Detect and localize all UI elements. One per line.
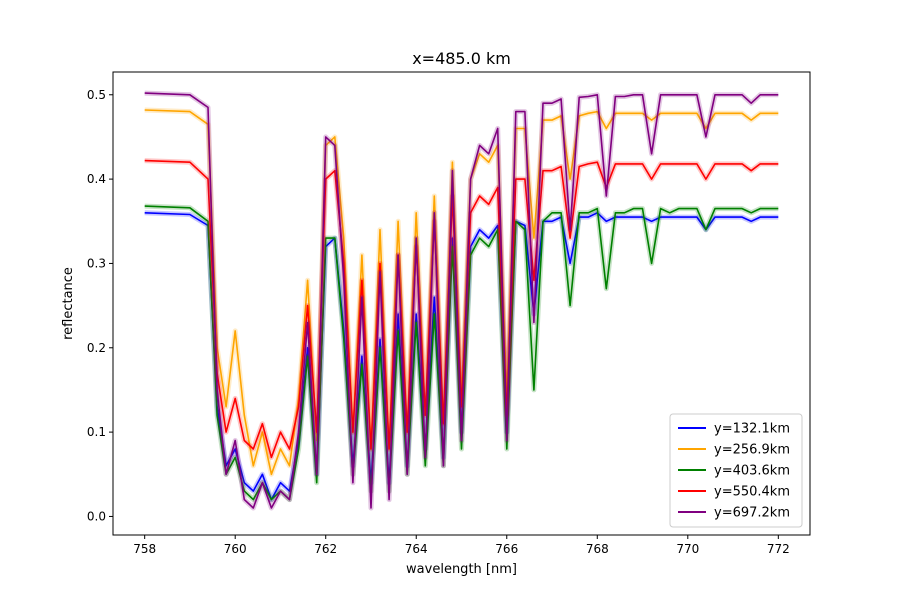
x-tick-label: 760 — [224, 542, 247, 556]
series-line-1 — [144, 212, 779, 501]
legend-box — [669, 413, 803, 528]
legend-label: y=132.1km — [714, 422, 790, 437]
axes: 758 760 762 764 766 768 770 772 0.0 0.1 0.2 0.3 0.4 0… — [87, 71, 811, 556]
series-line-5 — [144, 92, 779, 509]
y-tick-label: 0.4 — [87, 172, 106, 186]
legend-label: y=256.9km — [714, 443, 790, 458]
x-tick-label: 758 — [133, 542, 156, 556]
x-tick-label: 762 — [314, 542, 337, 556]
legend-label: y=697.2km — [714, 506, 790, 521]
chart-title: x=485.0 km — [412, 49, 511, 68]
x-tick-label: 772 — [767, 542, 790, 556]
legend: y=132.1km y=256.9km y=403.6km y=550.4km y=69… — [669, 413, 803, 528]
series-group — [144, 90, 779, 511]
legend-label: y=550.4km — [714, 485, 790, 500]
y-tick-label: 0.2 — [87, 341, 106, 355]
y-tick-label: 0.3 — [87, 256, 106, 270]
y-tick-label: 0.1 — [87, 425, 106, 439]
series-line-4 — [144, 159, 779, 459]
y-axis-label: reflectance — [61, 267, 76, 340]
axes-frame — [112, 71, 811, 536]
x-tick-label: 770 — [676, 542, 699, 556]
x-tick-label: 768 — [586, 542, 609, 556]
y-tick-label: 0.0 — [87, 509, 106, 523]
y-tick-label: 0.5 — [87, 88, 106, 102]
x-axis-label: wavelength [nm] — [406, 562, 517, 577]
legend-label: y=403.6km — [714, 464, 790, 479]
plot-area — [144, 90, 779, 511]
series-line-2 — [144, 109, 779, 476]
x-tick-label: 766 — [495, 542, 518, 556]
x-tick-label: 764 — [405, 542, 428, 556]
